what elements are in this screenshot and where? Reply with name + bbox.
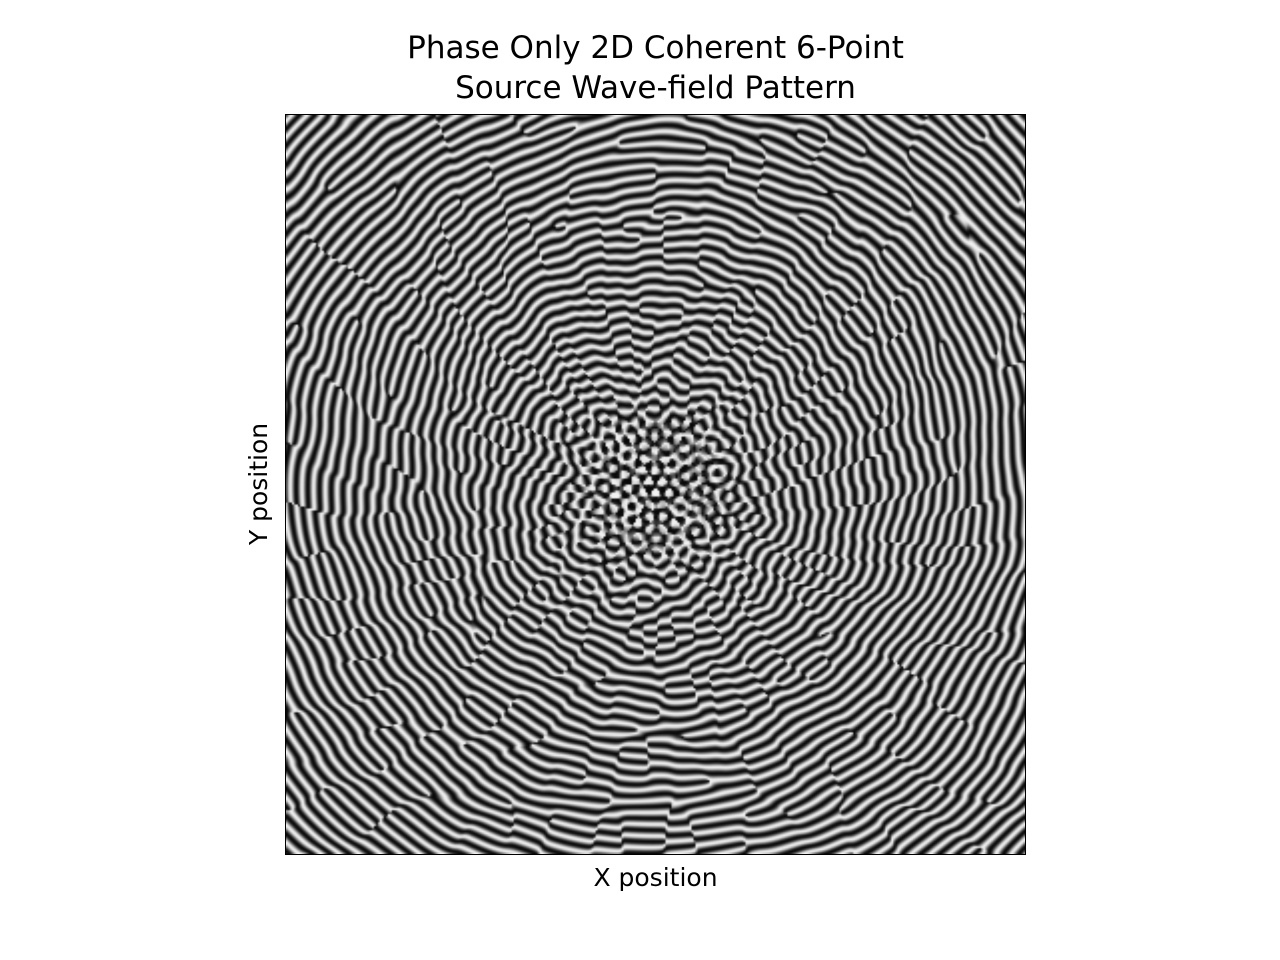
y-axis-label: Y position [244,422,273,546]
plot-area [285,114,1026,855]
x-axis-label: X position [593,863,718,892]
wavefield-image [286,115,1025,854]
chart-title: Phase Only 2D Coherent 6-Point Source Wa… [285,28,1026,108]
chart-title-line-2: Source Wave-field Pattern [455,70,856,106]
chart-title-line-1: Phase Only 2D Coherent 6-Point [407,30,904,66]
